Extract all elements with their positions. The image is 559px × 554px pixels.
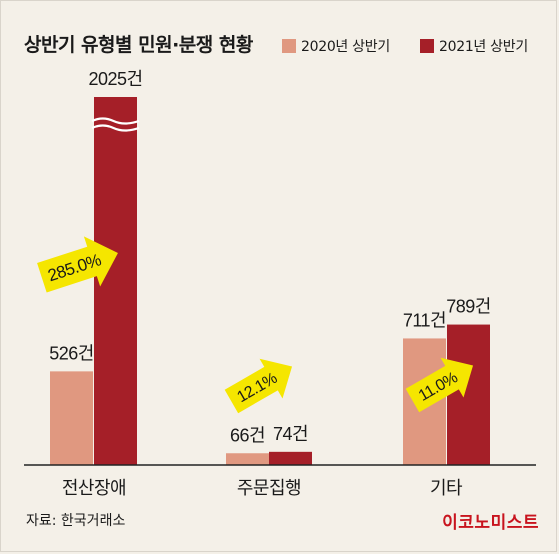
category-label-2: 기타 [430, 478, 463, 498]
bar-2020-0 [50, 371, 93, 465]
axis-break-line-top [91, 117, 140, 125]
bar-2021-2 [447, 324, 490, 465]
legend-label-2021: 2021년 상반기 [439, 39, 528, 55]
data-label-2020-0: 526건 [49, 343, 94, 363]
data-label-2020-1: 66건 [230, 425, 265, 445]
category-label-1: 주문집행 [237, 478, 301, 498]
chart-title: 상반기 유형별 민원·분쟁 현황 [24, 34, 253, 56]
data-label-2021-1: 74건 [273, 424, 308, 444]
legend-swatch-2020 [282, 39, 296, 53]
growth-arrow-shape-0 [37, 236, 118, 293]
data-label-2021-2: 789건 [446, 297, 491, 317]
growth-arrow-1: 12.1% [224, 358, 293, 414]
bar-2021-1 [269, 451, 312, 465]
growth-arrow-shape-1 [224, 358, 293, 414]
data-label-2021-0: 2025건 [88, 69, 142, 89]
data-label-2020-2: 711건 [403, 310, 446, 330]
axis-break-line-bottom [91, 124, 140, 132]
category-label-0: 전산장애 [62, 478, 126, 498]
growth-arrow-shape-2 [405, 357, 474, 413]
bar-2020-1 [226, 453, 269, 465]
legend-item-2021: 2021년 상반기 [420, 36, 528, 56]
brand-logo: 이코노미스트 [442, 513, 539, 533]
source-note: 자료: 한국거래소 [26, 513, 126, 529]
legend-label-2020: 2020년 상반기 [301, 39, 390, 55]
legend-item-2020: 2020년 상반기 [282, 36, 390, 56]
legend-swatch-2021 [420, 39, 434, 53]
